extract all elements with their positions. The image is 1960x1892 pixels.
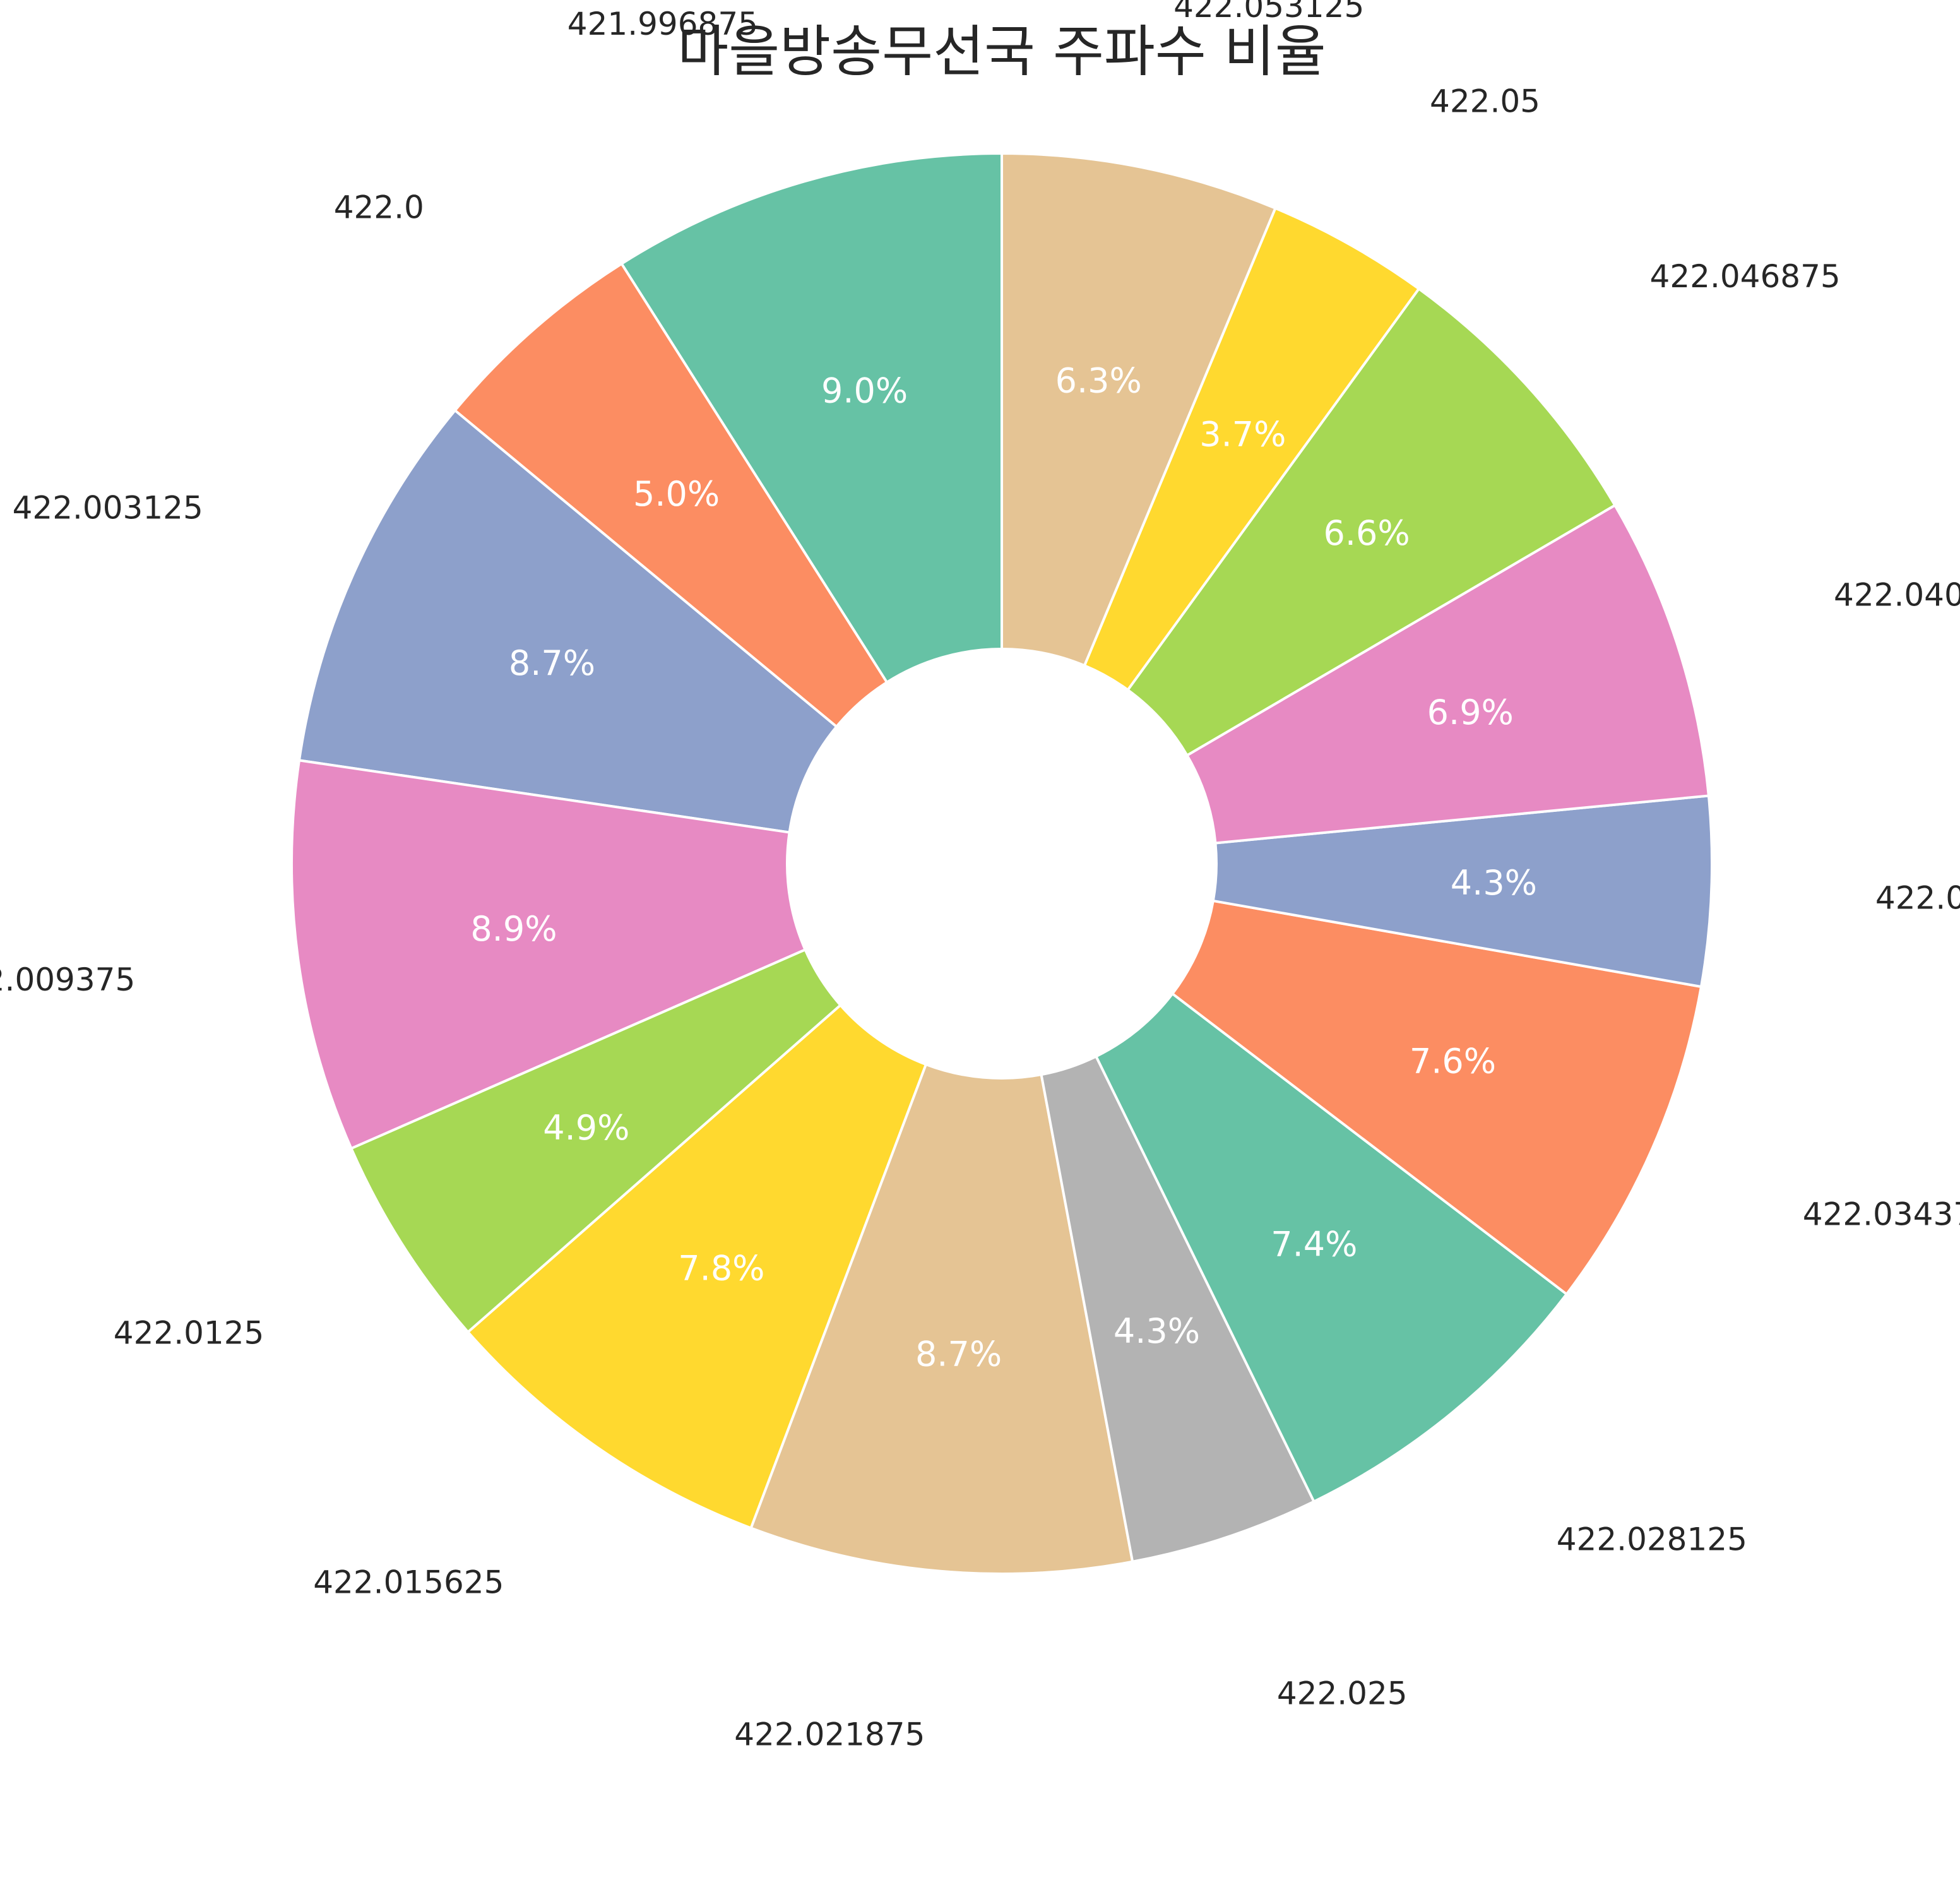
- slices-group: [290, 152, 1713, 1575]
- percent-labels-group: 9.0% 5.0% 8.7% 8.9% 4.9% 7.8% 8.7% 4.3% 7.4% 7.6%…: [470, 361, 1537, 1374]
- slice-422.053125: [1001, 152, 1277, 667]
- percent-label: 8.7%: [509, 643, 595, 683]
- percent-label: 6.9%: [1427, 693, 1514, 732]
- slice-422.025: [1040, 1054, 1316, 1564]
- category-label: 422.028125: [1557, 1521, 1747, 1558]
- percent-label: 8.9%: [470, 909, 557, 949]
- slice-422.003125: [297, 408, 839, 834]
- percent-label: 4.3%: [1114, 1311, 1200, 1351]
- percent-label: 3.7%: [1199, 414, 1286, 454]
- category-label: 422.034375: [1803, 1196, 1960, 1233]
- slice-422.015625: [466, 1003, 928, 1530]
- category-label: 422.05: [1430, 83, 1540, 119]
- category-label: 422.046875: [1650, 258, 1841, 295]
- slice-422.021875: [749, 1062, 1134, 1575]
- category-label: 422.009375: [0, 961, 135, 998]
- percent-label: 6.6%: [1324, 513, 1410, 553]
- percent-label: 7.8%: [678, 1249, 764, 1288]
- category-label: 422.0375: [1875, 879, 1960, 916]
- slice-422.034375: [1170, 899, 1703, 1296]
- chart-title: 마을방송무선국 주파수 비율: [677, 19, 1326, 84]
- category-label: 422.025: [1277, 1675, 1408, 1712]
- slice-421.996875: [619, 152, 1003, 684]
- slice-422.0: [453, 262, 889, 729]
- category-label: 422.015625: [313, 1564, 504, 1601]
- category-label: 422.021875: [734, 1716, 925, 1753]
- percent-label: 6.3%: [1055, 361, 1142, 401]
- category-label: 421.996875: [567, 6, 758, 42]
- percent-label: 4.9%: [543, 1108, 629, 1148]
- category-label: 422.053125: [1173, 0, 1364, 25]
- slice-422.0375: [1211, 794, 1713, 989]
- category-label: 422.0: [334, 189, 424, 225]
- percent-label: 8.7%: [915, 1334, 1002, 1374]
- slice-422.0125: [349, 948, 843, 1334]
- category-label: 422.003125: [13, 490, 203, 527]
- percent-label: 5.0%: [633, 474, 720, 514]
- percent-label: 4.3%: [1451, 863, 1537, 903]
- slice-422.040625: [1185, 503, 1711, 845]
- slice-422.028125: [1094, 992, 1569, 1504]
- percent-label: 7.4%: [1271, 1224, 1357, 1264]
- slice-422.046875: [1126, 287, 1617, 758]
- percent-label: 7.6%: [1410, 1041, 1496, 1081]
- category-labels-group: 421.996875 422.0 422.003125 422.009375 422.0…: [0, 0, 1960, 1753]
- category-label: 422.0125: [114, 1314, 264, 1351]
- percent-label: 9.0%: [821, 371, 908, 410]
- slice-422.009375: [290, 759, 807, 1150]
- category-label: 422.040625: [1834, 576, 1960, 613]
